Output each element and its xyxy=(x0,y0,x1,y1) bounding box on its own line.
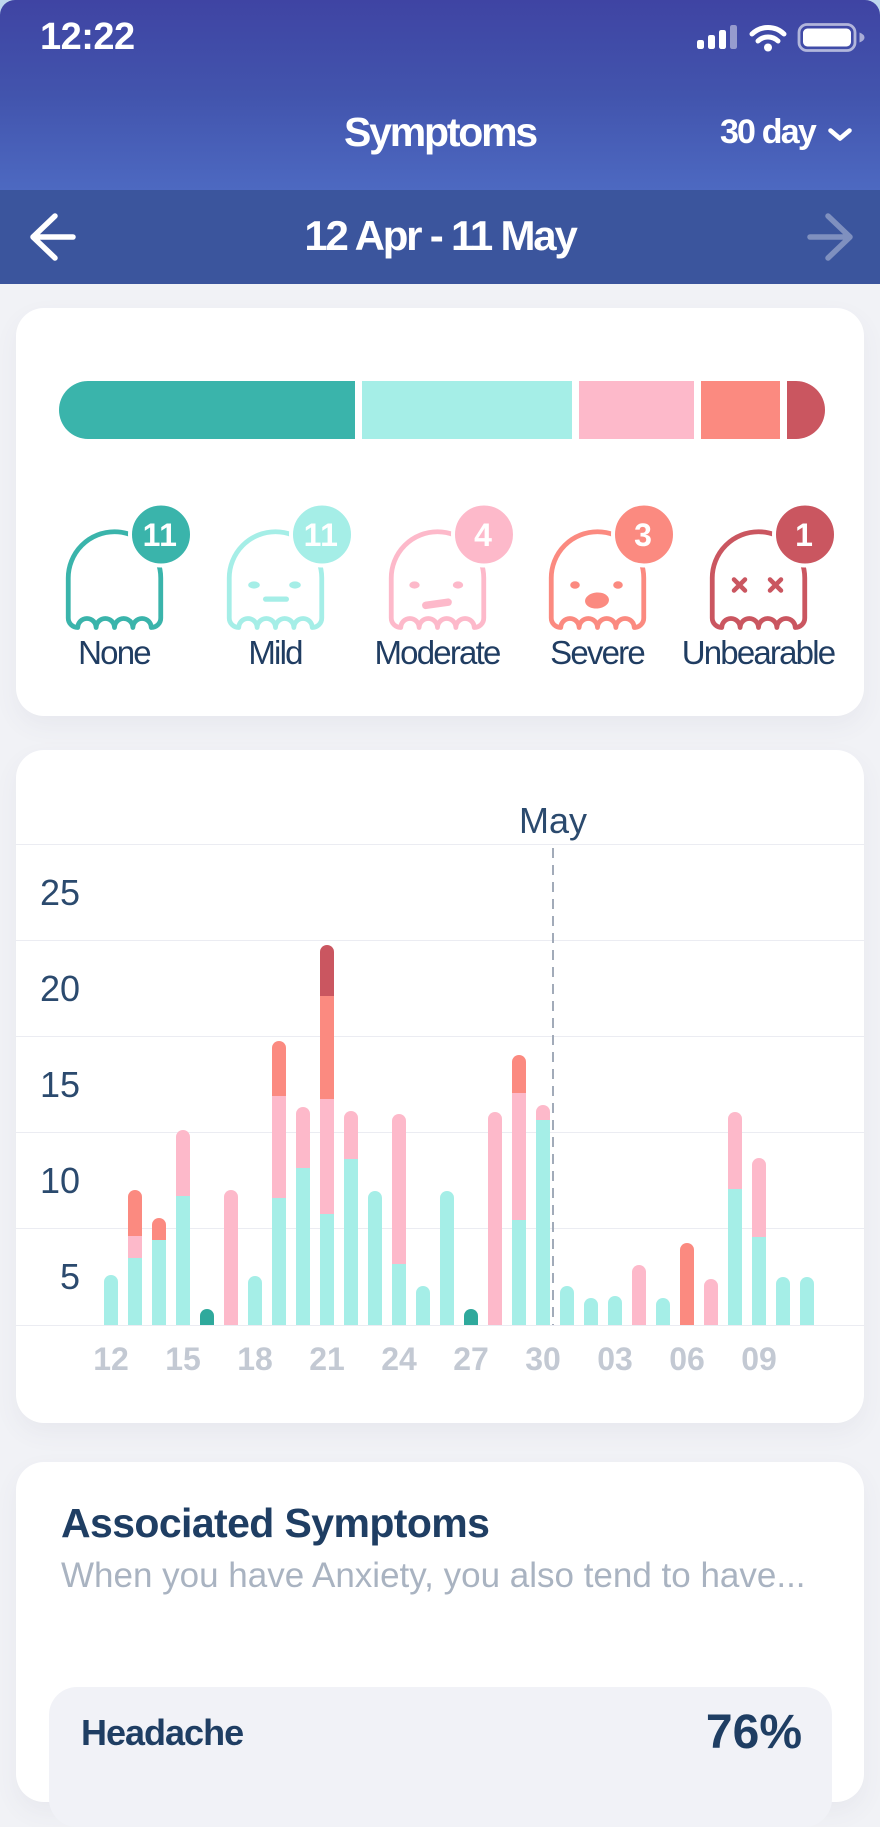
svg-text:11: 11 xyxy=(142,517,177,553)
svg-text:11: 11 xyxy=(303,517,338,553)
svg-text:1: 1 xyxy=(795,517,813,553)
svg-text:3: 3 xyxy=(634,517,652,553)
svg-text:4: 4 xyxy=(474,517,492,553)
